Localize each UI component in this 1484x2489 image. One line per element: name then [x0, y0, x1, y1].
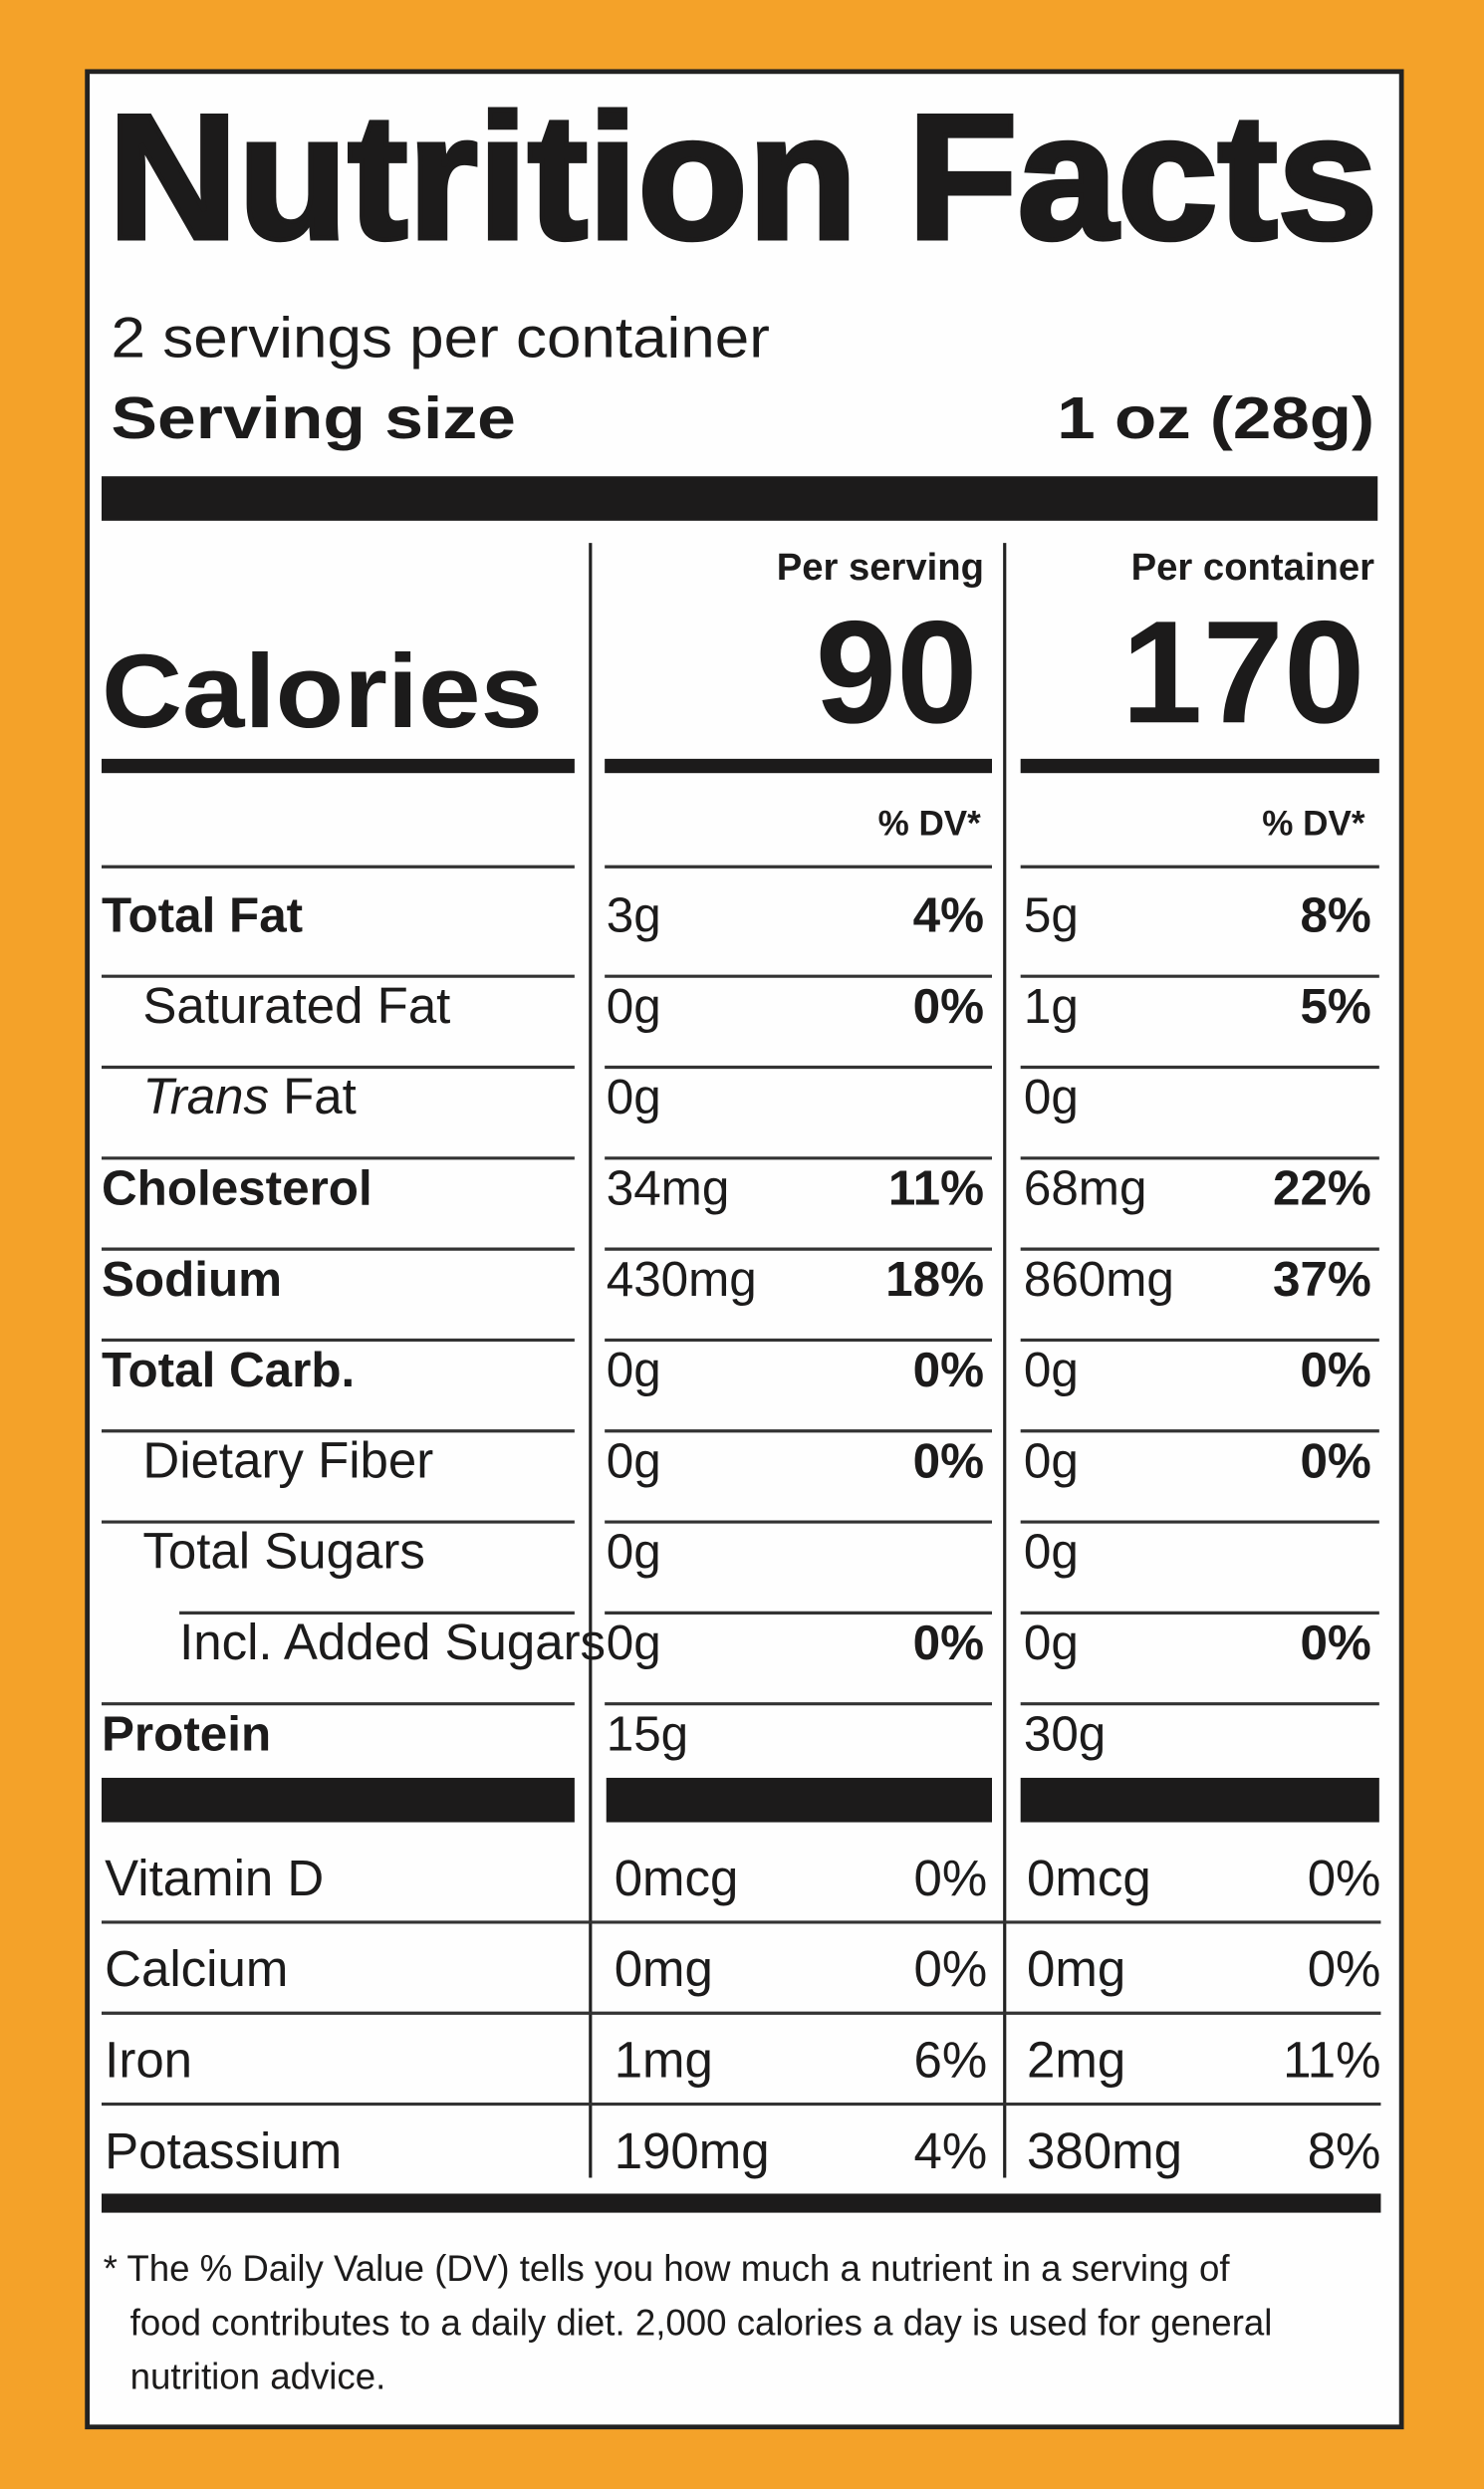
- nutrient-name-italic: Trans: [142, 1068, 269, 1124]
- servings: 2 servings per container: [112, 307, 770, 371]
- nutrient-name-text: Fat: [283, 1068, 357, 1124]
- rule: [605, 758, 992, 774]
- serving-size-value: 1 oz (28g): [1057, 386, 1374, 451]
- container-dv: 0%: [1300, 1433, 1370, 1488]
- container-amount: 2mg: [1027, 2031, 1125, 2088]
- serving-dv: 4%: [913, 888, 984, 943]
- nutrient-name: Dietary Fiber: [142, 1431, 433, 1488]
- container-dv: 0%: [1300, 1343, 1370, 1397]
- container-amount: 1g: [1024, 979, 1079, 1034]
- thick-rule: [1020, 1777, 1379, 1823]
- vitamin-name: Potassium: [105, 2122, 342, 2179]
- container-dv: 5%: [1300, 979, 1370, 1034]
- serving-amount: 0g: [607, 1616, 661, 1670]
- serving-amount: 3g: [607, 888, 661, 943]
- container-dv: 37%: [1273, 1252, 1371, 1307]
- nutrient-name-text: Total Fat: [102, 888, 303, 943]
- container-amount: 0mcg: [1027, 1850, 1151, 1906]
- calories-per-container: 170: [1121, 591, 1365, 754]
- serving-dv: 4%: [914, 2122, 988, 2179]
- container-dv: 0%: [1308, 1940, 1381, 1997]
- container-amount: 0g: [1024, 1525, 1079, 1580]
- container-amount: 30g: [1024, 1706, 1106, 1761]
- container-dv: 0%: [1300, 1616, 1370, 1670]
- container-amount: 860mg: [1024, 1252, 1174, 1307]
- serving-amount: 0g: [607, 1433, 661, 1488]
- serving-dv: 6%: [914, 2031, 988, 2088]
- nutrient-name: Cholesterol: [102, 1161, 372, 1216]
- container-dv: 22%: [1273, 1161, 1371, 1216]
- footnote-line: * The % Daily Value (DV) tells you how m…: [104, 2248, 1231, 2289]
- container-amount: 0g: [1024, 1343, 1079, 1397]
- vitamin-name: Iron: [105, 2031, 192, 2088]
- title: Nutrition Facts: [108, 77, 1377, 276]
- serving-dv: 0%: [913, 1343, 984, 1397]
- nutrient-name: Sodium: [102, 1252, 282, 1307]
- nutrient-name: Total Fat: [102, 888, 303, 943]
- thick-rule: [101, 1777, 575, 1823]
- serving-amount: 0g: [607, 979, 661, 1034]
- nutrient-name-text: Cholesterol: [102, 1161, 372, 1216]
- thick-rule: [606, 1777, 992, 1823]
- calories-per-serving: 90: [816, 591, 978, 754]
- serving-amount: 1mg: [615, 2031, 713, 2088]
- container-amount: 380mg: [1027, 2122, 1182, 2179]
- nutrient-name-text: Saturated Fat: [142, 977, 450, 1034]
- thick-rule: [101, 2193, 1381, 2213]
- dv-header: % DV*: [1262, 804, 1365, 843]
- serving-amount: 15g: [607, 1706, 688, 1761]
- nutrient-name-text: Protein: [102, 1706, 271, 1761]
- vitamin-name: Vitamin D: [105, 1850, 324, 1906]
- nutrient-name-text: Total Sugars: [142, 1523, 424, 1580]
- serving-amount: 0g: [607, 1343, 661, 1397]
- serving-amount: 430mg: [607, 1252, 757, 1307]
- rule: [1020, 758, 1379, 774]
- nutrient-name: Protein: [102, 1706, 271, 1761]
- serving-dv: 18%: [885, 1252, 984, 1307]
- per-container-header: Per container: [1131, 546, 1374, 589]
- serving-amount: 0g: [607, 1525, 661, 1580]
- vitamin-name: Calcium: [105, 1940, 288, 1997]
- container-dv: 0%: [1308, 1850, 1381, 1906]
- serving-amount: 190mg: [615, 2122, 770, 2179]
- per-serving-header: Per serving: [777, 546, 984, 589]
- serving-size-label: Serving size: [112, 386, 516, 451]
- dv-header: % DV*: [878, 804, 982, 843]
- serving-dv: 0%: [913, 1616, 984, 1670]
- serving-dv: 11%: [888, 1161, 984, 1216]
- rule: [101, 758, 575, 774]
- nutrient-name: Saturated Fat: [142, 977, 450, 1034]
- thick-rule: [101, 476, 1378, 521]
- container-amount: 0g: [1024, 1070, 1079, 1124]
- serving-dv: 0%: [914, 1850, 988, 1906]
- container-amount: 0g: [1024, 1433, 1079, 1488]
- container-amount: 0g: [1024, 1616, 1079, 1670]
- rows: Total Fat 3g 4% 5g 8% Saturated Fat 0g 0% 1g 5% Tr…: [102, 865, 1381, 2396]
- serving-dv: 0%: [913, 979, 984, 1034]
- container-dv: 8%: [1308, 2122, 1381, 2179]
- container-dv: 11%: [1283, 2031, 1380, 2088]
- nutrient-name-text: Total Carb.: [102, 1343, 355, 1397]
- footnote-line: food contributes to a daily diet. 2,000 …: [130, 2302, 1273, 2343]
- nutrient-name-text: Incl. Added Sugars: [179, 1614, 606, 1670]
- container-amount: 68mg: [1024, 1161, 1147, 1216]
- container-dv: 8%: [1300, 888, 1370, 943]
- nutrient-name: Total Sugars: [142, 1523, 424, 1580]
- serving-amount: 0mg: [615, 1940, 713, 1997]
- serving-amount: 34mg: [607, 1161, 730, 1216]
- container-amount: 5g: [1024, 888, 1079, 943]
- nutrient-name: Total Carb.: [102, 1343, 355, 1397]
- nutrient-name: Trans Fat: [142, 1068, 356, 1124]
- container-amount: 0mg: [1027, 1940, 1125, 1997]
- serving-amount: 0g: [607, 1070, 661, 1124]
- serving-dv: 0%: [913, 1433, 984, 1488]
- nutrient-name-text: Sodium: [102, 1252, 282, 1307]
- calories-label: Calories: [102, 633, 543, 750]
- footnote-line: nutrition advice.: [130, 2356, 386, 2396]
- serving-dv: 0%: [914, 1940, 988, 1997]
- nutrient-name: Incl. Added Sugars: [179, 1614, 606, 1670]
- nutrient-name-text: Dietary Fiber: [142, 1431, 433, 1488]
- serving-amount: 0mcg: [615, 1850, 739, 1906]
